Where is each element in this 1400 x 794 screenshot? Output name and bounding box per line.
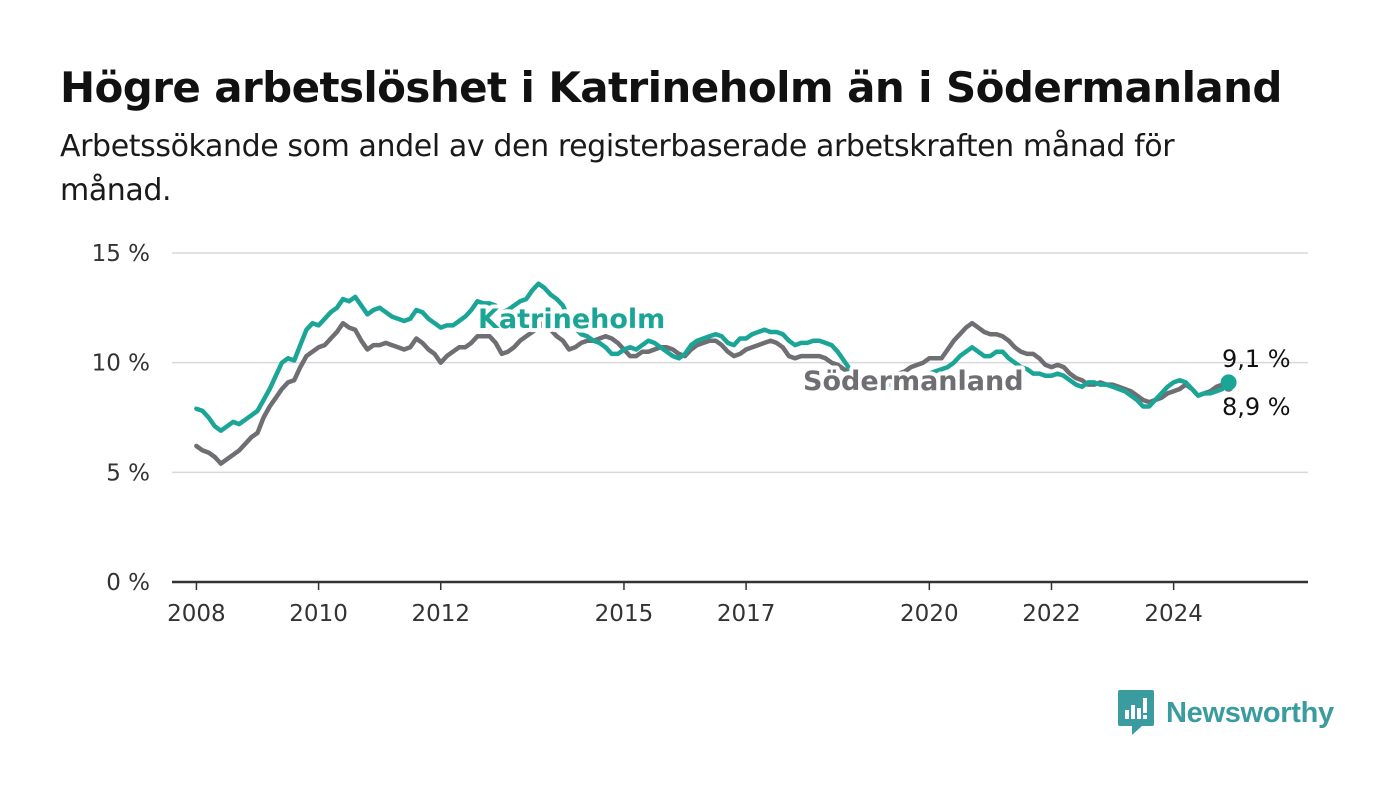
brand-name: Newsworthy — [1166, 696, 1334, 729]
x-tick-label: 2015 — [595, 601, 654, 627]
x-tick-label: 2017 — [717, 601, 776, 627]
x-tick-label: 2022 — [1022, 601, 1081, 627]
end-value-label-katrineholm: 9,1 % — [1222, 345, 1291, 373]
y-tick-label: 15 % — [92, 241, 150, 267]
gridlines — [172, 252, 1308, 584]
y-axis-ticks: 0 % 5 % 10 % 15 % — [92, 241, 150, 596]
x-tick-label: 2010 — [289, 601, 348, 627]
series-label-sodermanland: Södermanland — [803, 366, 1024, 397]
x-tick-label: 2012 — [411, 601, 470, 627]
x-tick-label: 2020 — [900, 601, 959, 627]
series-label-katrineholm: Katrineholm — [478, 304, 665, 335]
chart-subtitle: Arbetssökande som andel av den registerb… — [60, 129, 1175, 208]
x-tick-label: 2024 — [1144, 601, 1203, 627]
newsworthy-logo-icon — [1118, 690, 1154, 736]
series-lines — [194, 281, 1237, 466]
x-tick-label: 2008 — [167, 601, 226, 627]
series-labels: Katrineholm Södermanland 9,1 % 8,9 % — [474, 300, 1291, 421]
chart-title: Högre arbetslöshet i Katrineholm än i Sö… — [60, 63, 1282, 112]
y-tick-label: 5 % — [106, 460, 150, 486]
series-line-södermanland — [194, 318, 1231, 466]
y-tick-label: 0 % — [106, 570, 150, 596]
end-value-label-sodermanland: 8,9 % — [1222, 393, 1291, 421]
series-line-katrineholm — [194, 281, 1231, 433]
y-tick-label: 10 % — [92, 351, 150, 377]
x-axis-ticks: 2008 2010 2012 2015 2017 2020 2022 2024 — [167, 582, 1203, 627]
end-point-katrineholm — [1220, 374, 1237, 391]
newsworthy-brand: Newsworthy — [1118, 690, 1334, 736]
